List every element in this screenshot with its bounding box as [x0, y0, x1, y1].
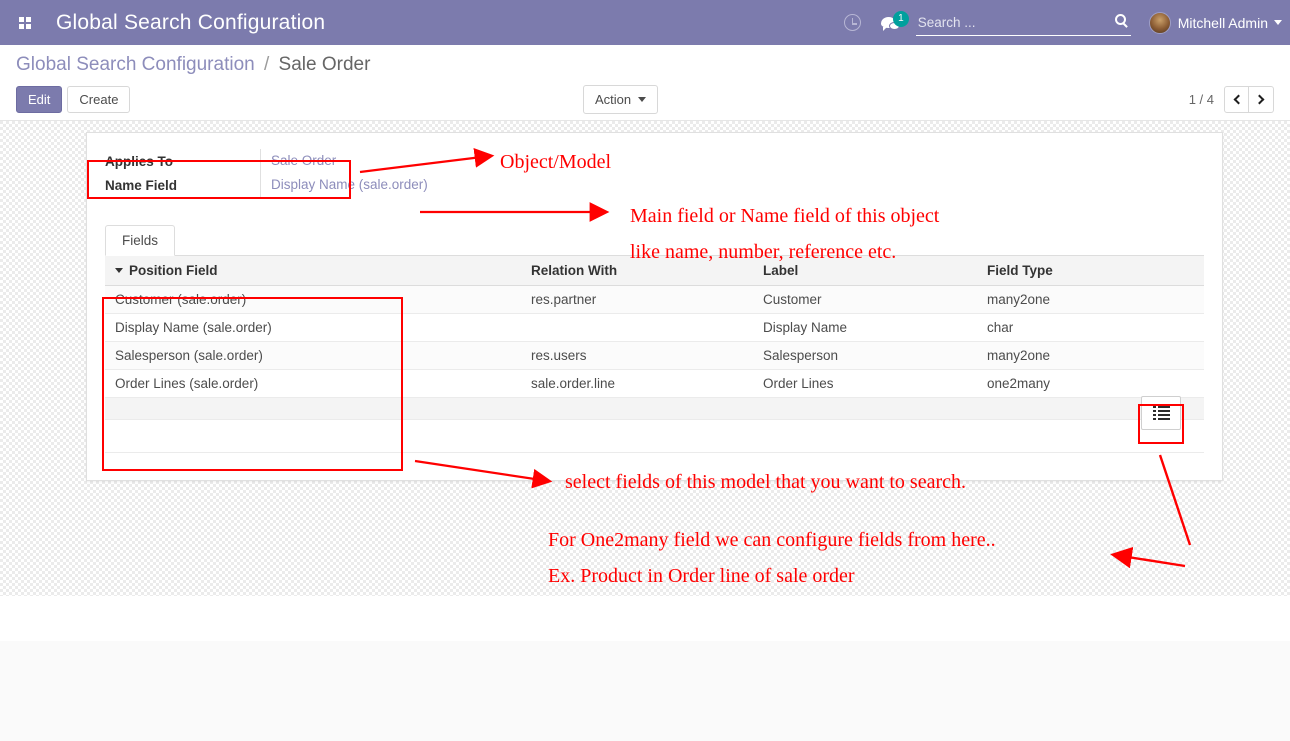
search-input[interactable]: [915, 13, 1101, 31]
table-row-add[interactable]: [105, 419, 1204, 453]
fields-table: Position Field Relation With Label Field…: [105, 256, 1204, 453]
cell-label[interactable]: Display Name: [753, 313, 977, 342]
configure-one2many-fields-button[interactable]: [1141, 396, 1181, 430]
user-menu[interactable]: Mitchell Admin: [1148, 11, 1282, 34]
action-menu-button[interactable]: Action: [583, 85, 659, 114]
cell-position-field[interactable]: Order Lines (sale.order): [105, 369, 405, 398]
cell-field-type[interactable]: one2many: [977, 369, 1155, 398]
page-footer-area: [0, 641, 1290, 741]
column-header-actions: [1155, 256, 1204, 286]
cell-blank: [405, 341, 521, 370]
avatar: [1148, 11, 1171, 34]
field-row-name-field: Name Field Display Name (sale.order): [105, 173, 1204, 197]
breadcrumb-current: Sale Order: [278, 54, 371, 75]
cell-label[interactable]: Order Lines: [753, 369, 977, 398]
edit-button[interactable]: Edit: [16, 86, 63, 113]
table-row-empty: [105, 397, 1204, 420]
apps-grid-icon[interactable]: [8, 16, 42, 29]
column-header-blank: [405, 256, 521, 286]
pager-previous-button[interactable]: [1224, 86, 1249, 113]
pager-counter: 1 / 4: [1188, 92, 1214, 107]
cell-relation-with[interactable]: sale.order.line: [521, 369, 753, 398]
messages-badge: 1: [893, 11, 909, 27]
name-field-label: Name Field: [105, 177, 178, 193]
table-row[interactable]: Salesperson (sale.order) res.users Sales…: [105, 341, 1204, 370]
cell-field-type[interactable]: many2one: [977, 285, 1155, 314]
user-name-label: Mitchell Admin: [1177, 14, 1268, 31]
chevron-right-icon: [1254, 94, 1265, 105]
control-panel: Global Search Configuration / Sale Order…: [0, 45, 1290, 121]
caret-down-icon: [638, 97, 647, 102]
cell-field-type[interactable]: char: [977, 313, 1155, 342]
column-header-label[interactable]: Label: [753, 256, 977, 286]
cell-actions: [1155, 285, 1204, 314]
pager-next-button[interactable]: [1249, 86, 1274, 113]
table-row[interactable]: Customer (sale.order) res.partner Custom…: [105, 285, 1204, 314]
chat-bubble-icon[interactable]: 1: [880, 11, 909, 31]
cell-relation-with[interactable]: res.users: [521, 341, 753, 370]
cell-position-field[interactable]: Customer (sale.order): [105, 285, 405, 314]
search-icon[interactable]: [1114, 13, 1126, 25]
list-view-icon: [1152, 406, 1170, 420]
tab-fields[interactable]: Fields: [105, 225, 176, 256]
cell-label[interactable]: Salesperson: [753, 341, 977, 370]
caret-down-icon: [115, 268, 123, 273]
table-row[interactable]: Display Name (sale.order) Display Name c…: [105, 313, 1204, 342]
notebook: Fields Position Field Relation With Labe…: [105, 225, 1204, 453]
navbar-right-group: 1 Mitchell Admin: [832, 0, 1290, 45]
cell-blank: [405, 285, 521, 314]
column-header-relation-with[interactable]: Relation With: [521, 256, 753, 286]
cell-actions: [1155, 369, 1204, 398]
cell-blank: [405, 313, 521, 342]
name-field-value[interactable]: Display Name (sale.order): [260, 173, 1204, 197]
form-sheet: Applies To Sale Order Name Field Display…: [86, 132, 1223, 481]
chevron-left-icon: [1233, 94, 1243, 105]
create-button[interactable]: Create: [67, 86, 131, 113]
control-panel-buttons: Edit Create Action 1 / 4: [16, 85, 1274, 114]
cell-actions: [1155, 313, 1204, 342]
cell-relation-with[interactable]: res.partner: [521, 285, 753, 314]
cell-relation-with[interactable]: [521, 313, 753, 342]
notebook-tabs: Fields: [105, 225, 1204, 256]
breadcrumb-separator: /: [263, 54, 270, 75]
table-header-row: Position Field Relation With Label Field…: [105, 256, 1204, 286]
breadcrumb-root[interactable]: Global Search Configuration: [16, 54, 255, 75]
app-brand-title[interactable]: Global Search Configuration: [56, 10, 326, 34]
chevron-down-icon[interactable]: [1274, 20, 1282, 25]
cell-field-type[interactable]: many2one: [977, 341, 1155, 370]
action-menu-label: Action: [595, 92, 632, 107]
column-header-position-field[interactable]: Position Field: [105, 256, 405, 286]
top-navbar: Global Search Configuration 1 Mitchell A…: [0, 0, 1290, 45]
applies-to-label: Applies To: [105, 153, 174, 169]
field-row-applies-to: Applies To Sale Order: [105, 149, 1204, 173]
breadcrumb: Global Search Configuration / Sale Order: [16, 54, 1274, 76]
pager: 1 / 4: [1189, 86, 1274, 113]
table-row[interactable]: Order Lines (sale.order) sale.order.line…: [105, 369, 1204, 398]
cell-blank: [405, 369, 521, 398]
cell-actions: [1155, 341, 1204, 370]
cell-position-field[interactable]: Display Name (sale.order): [105, 313, 405, 342]
search-box[interactable]: [915, 10, 1131, 36]
cell-label[interactable]: Customer: [753, 285, 977, 314]
cell-position-field[interactable]: Salesperson (sale.order): [105, 341, 405, 370]
applies-to-value[interactable]: Sale Order: [260, 149, 1204, 173]
column-header-field-type[interactable]: Field Type: [977, 256, 1155, 286]
content-area: Applies To Sale Order Name Field Display…: [0, 121, 1290, 741]
clock-icon[interactable]: [843, 14, 861, 31]
